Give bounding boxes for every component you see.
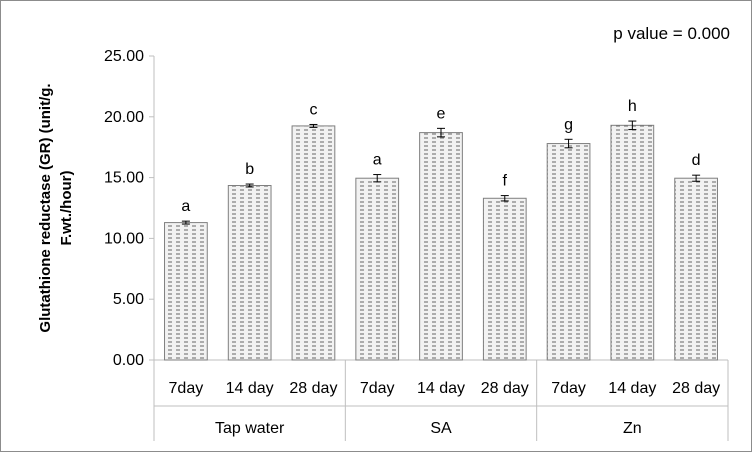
significance-letter: c: [309, 101, 317, 118]
y-axis-title-line: Glutathione reductase (GR) (unit/g.: [37, 83, 54, 332]
y-tick-label: 15.00: [104, 170, 144, 187]
x-category-label: 7day: [551, 380, 586, 397]
bar: [546, 143, 591, 361]
significance-letter: f: [503, 173, 508, 190]
y-axis-title: Glutathione reductase (GR) (unit/g. F.wt.…: [37, 83, 75, 332]
y-tick-label: 5.00: [113, 291, 144, 308]
x-group-label: SA: [430, 420, 452, 437]
y-axis-title-line: F.wt./hour): [58, 171, 75, 246]
x-group-label: Tap water: [215, 420, 285, 437]
bar: [482, 197, 527, 361]
y-tick-label: 20.00: [104, 109, 144, 126]
x-category-label: 14 day: [226, 380, 274, 397]
p-value-annotation: p value = 0.000: [613, 24, 730, 43]
bar: [610, 124, 655, 361]
significance-letter: d: [692, 152, 701, 169]
significance-letter: h: [628, 98, 637, 115]
x-group-label: Zn: [623, 420, 642, 437]
x-category-label: 14 day: [417, 380, 465, 397]
bar: [355, 177, 400, 361]
x-category-label: 28 day: [481, 380, 529, 397]
bar: [164, 222, 208, 361]
x-category-label: 7day: [169, 380, 204, 397]
y-tick-label: 0.00: [113, 352, 144, 369]
x-category-label: 14 day: [608, 380, 656, 397]
y-tick-label: 25.00: [104, 48, 144, 65]
x-category-label: 7day: [360, 380, 395, 397]
significance-letter: g: [564, 116, 573, 133]
y-tick-label: 10.00: [104, 230, 144, 247]
significance-letter: a: [373, 152, 382, 169]
bar: [419, 132, 463, 361]
significance-letter: a: [181, 198, 190, 215]
bar: [227, 185, 272, 361]
x-category-label: 28 day: [672, 380, 720, 397]
significance-letter: e: [437, 105, 446, 122]
bar: [674, 177, 718, 361]
bar: [291, 125, 336, 361]
significance-letter: b: [245, 161, 254, 178]
x-category-label: 28 day: [289, 380, 337, 397]
